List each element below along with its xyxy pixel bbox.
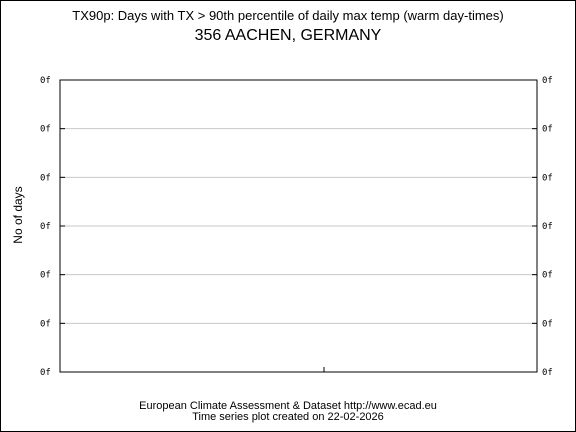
chart-subtitle: 356 AACHEN, GERMANY [194, 27, 382, 44]
y-tick-label-left: 0f [40, 76, 51, 86]
chart-title: TX90p: Days with TX > 90th percentile of… [72, 8, 504, 23]
y-tick-label-right: 0f [542, 368, 553, 378]
y-tick-label-left: 0f [40, 125, 51, 135]
footer-credit: European Climate Assessment & Dataset ht… [139, 400, 437, 412]
y-tick-label-right: 0f [542, 222, 553, 232]
y-tick-label-right: 0f [542, 76, 553, 86]
y-tick-label-right: 0f [542, 173, 553, 183]
y-tick-label-left: 0f [40, 222, 51, 232]
y-tick-label-right: 0f [542, 319, 553, 329]
footer-created: Time series plot created on 22-02-2026 [192, 411, 384, 423]
y-tick-label-right: 0f [542, 125, 553, 135]
right-y-ticks: 0f 0f 0f 0f 0f 0f 0f [532, 76, 553, 378]
left-y-ticks: 0f 0f 0f 0f 0f 0f 0f [40, 76, 65, 378]
y-tick-label-left: 0f [40, 173, 51, 183]
y-tick-label-right: 0f [542, 271, 553, 281]
grid-lines [60, 128, 537, 324]
y-tick-label-left: 0f [40, 271, 51, 281]
y-tick-label-left: 0f [40, 368, 51, 378]
y-tick-label-left: 0f [40, 319, 51, 329]
